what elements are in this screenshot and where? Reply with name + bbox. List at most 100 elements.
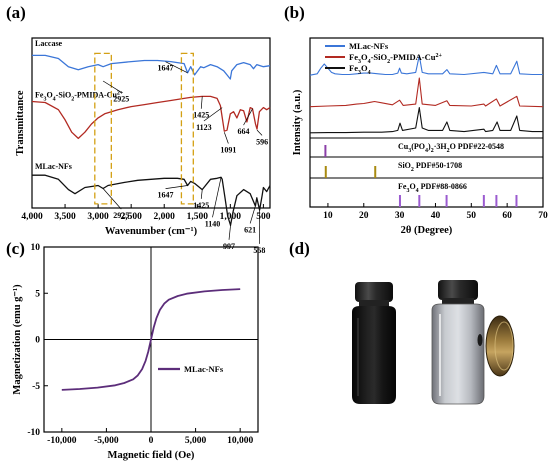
- legend-label-b-part: -SiO: [371, 52, 388, 62]
- legend-label-b-part: 2: [387, 59, 390, 65]
- reference-label-b-0-part: 2: [447, 148, 450, 154]
- reference-label-b-2-part: 3: [406, 188, 409, 194]
- vial-body-left: [352, 306, 396, 404]
- legend-label-b-part: 3: [358, 70, 361, 76]
- panel-label-b: (b): [284, 3, 305, 22]
- series-label-fe3o4-sio2-pmida-cu: Fe3O4-SiO2-PMIDA-Cu2+: [35, 90, 124, 102]
- annotation-arrow-a: [212, 177, 222, 218]
- x-tick-label-b: 70: [538, 211, 548, 221]
- x-tick-label-b: 20: [359, 211, 369, 221]
- reference-label-b-1-part: SiO: [398, 161, 411, 170]
- legend-label-b: Fe3O4: [349, 63, 371, 76]
- panel-label-a: (a): [6, 3, 26, 22]
- magnetic-particles: [477, 334, 483, 346]
- x-axis-label-a: Wavenumber (cm⁻¹): [105, 226, 198, 237]
- series-label-mlac-nfs: MLac-NFs: [35, 162, 72, 171]
- x-tick-label-a: 2,000: [154, 212, 176, 222]
- series-label-fe3o4-sio2-pmida-cu-part: -PMIDA-Cu: [74, 90, 117, 99]
- series-label-fe3o4-sio2-pmida-cu-part: -SiO: [56, 90, 72, 99]
- series-label-fe3o4-sio2-pmida-cu-part: 3: [43, 96, 46, 102]
- x-tick-label-a: 3,500: [54, 212, 76, 222]
- x-tick-label-c: -5,000: [94, 436, 119, 446]
- x-tick-label-a: 4,000: [21, 212, 43, 222]
- plot-frame-b: [309, 37, 544, 208]
- y-tick-label-c: -5: [32, 382, 40, 392]
- x-axis-label-b: 2θ (Degree): [401, 225, 453, 236]
- legend-label-b-part: O: [361, 63, 368, 73]
- series-a-0: [32, 54, 271, 80]
- highlight-box-a-1: [180, 52, 194, 205]
- legend-label-b-part: 3: [358, 59, 361, 65]
- annotation-label-a: 664: [238, 127, 250, 136]
- annotation-arrow-a: [102, 188, 122, 210]
- legend-label-b-part: -PMIDA-Cu: [390, 52, 436, 62]
- annotation-arrow-a: [200, 96, 203, 109]
- y-tick-label-c: 10: [31, 243, 41, 253]
- reference-label-b-2: Fe3O4 PDF#88-0866: [398, 182, 467, 194]
- highlight-box-a-0: [94, 52, 112, 205]
- legend-label-b-part: O: [361, 52, 368, 62]
- panel-d: (d): [289, 239, 515, 405]
- annotation-label-a: 1647: [158, 191, 174, 200]
- series-b-1: [309, 77, 544, 108]
- series-label-fe3o4-sio2-pmida-cu-part: 4: [53, 96, 56, 102]
- annotation-label-a: 2925: [113, 94, 129, 103]
- annotation-label-a: 558: [253, 246, 265, 255]
- reference-label-b-0-part: ): [428, 142, 431, 151]
- annotation-label-a: 997: [223, 242, 235, 251]
- x-tick-label-c: 5,000: [185, 436, 207, 446]
- series-label-fe3o4-sio2-pmida-cu-part: O: [46, 90, 52, 99]
- annotation-label-a: 2925: [113, 211, 129, 220]
- annotation-arrow-a: [223, 132, 229, 144]
- legend-label-b-part: 2+: [435, 53, 442, 59]
- vial-neck-right: [442, 298, 474, 306]
- x-tick-label-a: 3,000: [87, 212, 109, 222]
- x-tick-label-a: 2,500: [120, 212, 142, 222]
- annotation-arrow-a: [243, 108, 253, 126]
- series-label-laccase: Laccase: [35, 39, 63, 48]
- annotation-arrow-a: [165, 61, 188, 74]
- x-tick-label-b: 30: [395, 211, 405, 221]
- series-b-2: [309, 107, 543, 134]
- panel-label-c: (c): [6, 239, 25, 258]
- x-tick-label-a: 500: [256, 212, 271, 222]
- legend-label-b: MLac-NFs: [349, 41, 389, 51]
- x-tick-label-a: 1,500: [187, 212, 209, 222]
- reference-label-b-0-part: Cu: [398, 142, 409, 151]
- vial-body-right: [431, 303, 485, 405]
- y-tick-label-c: -10: [27, 428, 40, 438]
- annotation-label-a: 1123: [196, 123, 212, 132]
- series-c-0: [61, 288, 241, 391]
- vial-cap-left: [355, 282, 393, 302]
- reference-label-b-1-part: PDF#50-1708: [414, 161, 462, 170]
- legend-label-b-part: MLac-NFs: [349, 41, 389, 51]
- legend-label-b-part: Fe: [349, 63, 358, 73]
- legend-label-c: MLac-NFs: [184, 364, 224, 374]
- reference-label-b-0-part: 4: [425, 148, 428, 154]
- y-axis-label-a: Transmittance: [15, 90, 26, 155]
- annotation-label-a: 1425: [193, 201, 209, 210]
- reference-label-b-2-part: PDF#88-0866: [419, 182, 467, 191]
- x-tick-label-b: 50: [467, 211, 477, 221]
- annotation-label-a: 1647: [158, 64, 174, 73]
- legend-label-b-part: 4: [368, 59, 371, 65]
- y-axis-label-b: Intensity (a.u.): [292, 89, 303, 155]
- annotation-arrow-a: [256, 129, 263, 136]
- series-b-0: [309, 55, 543, 76]
- series-label-fe3o4-sio2-pmida-cu-part: 2+: [117, 90, 124, 96]
- reference-label-b-2-part: O: [409, 182, 415, 191]
- reference-label-b-0-part: 3: [408, 148, 411, 154]
- panel-a: (a) 4,000 3,500 3,000 2,500 2,000 1,500 1,000 50…: [6, 3, 271, 255]
- plot-frame-a: [31, 37, 271, 209]
- annotation-label-a: 1091: [220, 146, 236, 155]
- reference-label-b-0: Cu3(PO4)2·3H2O PDF#22-0548: [398, 142, 504, 154]
- series-a-2: [32, 174, 271, 227]
- y-tick-label-c: 0: [35, 336, 40, 346]
- x-axis-label-c: Magnetic field (Oe): [108, 450, 195, 461]
- reference-label-b-0-part: ·3H: [434, 142, 448, 151]
- legend-label-b-part: 4: [368, 70, 371, 76]
- vial-neck-left: [359, 300, 389, 308]
- y-axis-label-c: Magnetization (emu g⁻¹): [12, 284, 23, 395]
- reference-label-b-2-part: Fe: [398, 182, 407, 191]
